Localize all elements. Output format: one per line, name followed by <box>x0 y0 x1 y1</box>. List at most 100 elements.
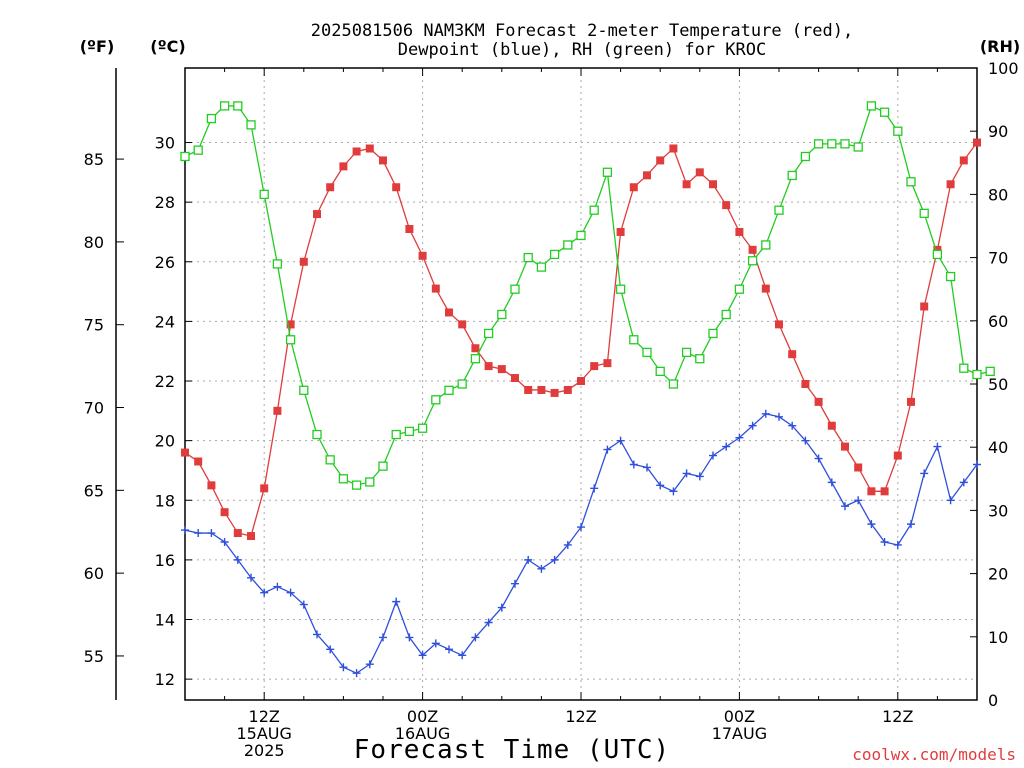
rh-point <box>510 284 520 294</box>
temperature-point <box>643 171 651 180</box>
dewpoint-point <box>326 645 335 654</box>
dewpoint-point <box>656 481 665 490</box>
celsius-tick-label: 24 <box>155 312 175 331</box>
dewpoint-point <box>959 478 968 487</box>
temperature-point <box>260 484 269 493</box>
rh-point <box>866 101 877 111</box>
rh-axis-unit: (RH) <box>980 37 1020 56</box>
rh-point <box>338 474 349 484</box>
temperature-point <box>379 156 387 165</box>
dewpoint-point <box>181 526 189 535</box>
rh-point <box>312 429 322 440</box>
dewpoint-point <box>709 451 717 460</box>
rh-point <box>299 385 309 395</box>
rh-point <box>325 455 335 465</box>
dewpoint-point <box>379 633 387 642</box>
rh-point <box>932 249 943 260</box>
x-tick-label: 16AUG <box>395 724 450 743</box>
temperature-point <box>418 251 427 260</box>
rh-point <box>259 189 269 200</box>
celsius-axis-unit: (ºC) <box>150 37 185 56</box>
temperature-point <box>695 168 704 177</box>
temperature-point <box>550 388 559 397</box>
temperature-point <box>365 144 374 153</box>
temperature-point <box>577 377 585 386</box>
x-tick-label: 12Z <box>565 707 596 726</box>
rh-tick-label: 10 <box>988 628 1008 647</box>
temperature-point <box>682 180 691 189</box>
dewpoint-point <box>761 409 770 418</box>
temperature-point <box>907 397 915 406</box>
rh-point <box>589 205 599 215</box>
temperature-point <box>247 532 255 541</box>
celsius-tick-label: 30 <box>155 134 175 153</box>
rh-tick-label: 70 <box>988 249 1008 268</box>
temperature-point <box>233 529 242 538</box>
dewpoint-point <box>867 520 876 529</box>
rh-tick-label: 40 <box>988 438 1008 457</box>
temperature-point <box>563 385 572 394</box>
temperature-point <box>524 385 533 394</box>
rh-point <box>576 230 586 241</box>
x-axis-label: Forecast Time (UTC) <box>354 735 670 765</box>
dewpoint-point <box>484 618 493 627</box>
rh-line <box>184 105 991 486</box>
dewpoint-point <box>643 463 651 472</box>
temperature-point <box>471 344 480 353</box>
x-tick-label: 00Z <box>724 707 755 726</box>
dewpoint-point <box>194 529 203 538</box>
x-tick-label: 00Z <box>407 707 438 726</box>
rh-point <box>879 107 890 117</box>
dewpoint-point <box>695 472 704 481</box>
temperature-point <box>656 156 665 165</box>
dewpoint-point <box>286 588 295 597</box>
temperature-point <box>405 224 414 233</box>
dewpoint-point <box>260 588 269 597</box>
dewpoint-point <box>537 564 546 573</box>
rh-point <box>655 366 665 377</box>
temperature-point <box>629 183 638 192</box>
rh-point <box>457 379 467 389</box>
rh-point <box>708 328 718 339</box>
rh-point <box>734 284 745 294</box>
rh-point <box>721 309 731 320</box>
temperature-point <box>286 320 295 329</box>
temperature-point <box>775 320 783 329</box>
rh-point <box>827 139 837 149</box>
chart-title: 2025081506 NAM3KM Forecast 2-meter Tempe… <box>311 21 853 60</box>
fahrenheit-tick-label: 65 <box>84 481 104 500</box>
rh-point <box>404 426 415 437</box>
dewpoint-point <box>431 639 440 648</box>
temperature-point <box>761 284 770 293</box>
dewpoint-point <box>814 454 823 463</box>
temperature-point <box>181 448 189 457</box>
fahrenheit-tick-label: 70 <box>84 399 104 418</box>
fahrenheit-tick-label: 75 <box>84 316 104 335</box>
dewpoint-point <box>907 520 915 529</box>
rh-point <box>800 151 811 162</box>
dewpoint-point <box>207 529 216 538</box>
rh-point <box>351 480 362 490</box>
temperature-point <box>273 406 282 415</box>
dewpoint-point <box>339 663 348 672</box>
dewpoint-point <box>220 538 229 546</box>
fahrenheit-axis-unit: (ºF) <box>80 37 115 56</box>
temperature-point <box>616 227 625 236</box>
temperature-point <box>854 463 863 472</box>
dewpoint-point <box>299 600 308 609</box>
dewpoint-point <box>313 630 321 639</box>
temperature-point <box>220 508 229 517</box>
chart-title-line-2: Dewpoint (blue), RH (green) for KROC <box>398 40 766 60</box>
dewpoint-point <box>524 555 533 564</box>
rh-point <box>747 256 758 266</box>
temperature-point <box>511 374 519 383</box>
x-tick-label: 17AUG <box>712 724 767 743</box>
rh-tick-label: 20 <box>988 565 1008 584</box>
dewpoint-point <box>497 603 506 612</box>
rh-point <box>193 145 203 155</box>
temperature-point <box>735 227 744 236</box>
rh-point <box>444 385 454 395</box>
rh-point <box>497 309 507 320</box>
rh-point <box>602 167 613 177</box>
